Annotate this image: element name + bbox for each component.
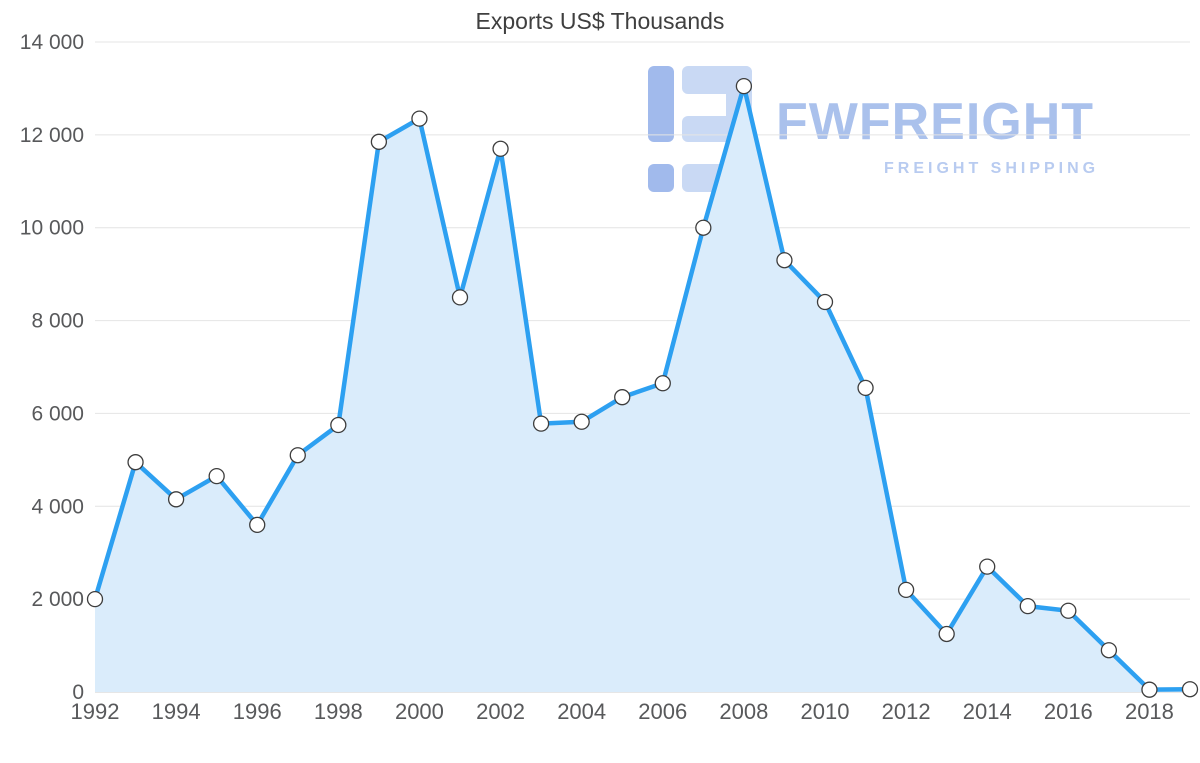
y-tick-label: 6 000	[31, 402, 84, 425]
data-point-marker	[411, 110, 428, 127]
data-point-marker	[492, 140, 509, 157]
x-tick-label: 2018	[1125, 699, 1174, 724]
data-point-marker	[573, 413, 590, 430]
x-tick-label: 2010	[801, 699, 850, 724]
watermark: FWFREIGHT FREIGHT SHIPPING	[648, 66, 1099, 196]
x-tick-label: 2002	[476, 699, 525, 724]
data-point-marker	[1181, 681, 1199, 698]
data-point-marker	[1019, 597, 1036, 615]
x-tick-label: 2004	[557, 699, 606, 724]
x-tick-label: 2008	[719, 699, 768, 724]
data-point-marker	[289, 447, 306, 464]
data-point-marker	[86, 590, 104, 608]
y-tick-label: 14 000	[20, 31, 84, 54]
data-point-marker	[897, 581, 915, 599]
watermark-brand-text: FWFREIGHT	[776, 93, 1095, 151]
data-point-marker	[614, 389, 631, 406]
data-point-marker	[735, 77, 753, 95]
data-point-marker	[816, 293, 834, 311]
series-line	[92, 83, 1193, 692]
y-tick-label: 12 000	[20, 124, 84, 147]
data-point-marker	[654, 375, 671, 392]
data-point-marker	[857, 379, 874, 397]
x-tick-label: 1996	[233, 699, 282, 724]
data-point-marker	[249, 516, 266, 534]
x-tick-label: 2006	[638, 699, 687, 724]
series-area	[95, 86, 1190, 693]
y-tick-label: 4 000	[31, 495, 84, 518]
data-point-marker	[370, 133, 388, 150]
data-point-marker	[776, 252, 793, 269]
data-point-marker	[1060, 602, 1077, 619]
watermark-tagline-text: FREIGHT SHIPPING	[884, 160, 1100, 177]
data-point-marker	[695, 219, 712, 236]
data-point-marker	[127, 454, 144, 471]
x-tick-label: 1998	[314, 699, 363, 724]
x-tick-label: 2014	[963, 699, 1012, 724]
x-tick-label: 2000	[395, 699, 444, 724]
data-point-marker	[532, 415, 550, 432]
y-tick-label: 10 000	[20, 217, 84, 240]
data-point-marker	[167, 491, 185, 508]
data-point-marker	[1141, 681, 1158, 698]
data-point-marker	[208, 467, 225, 485]
data-point-marker	[1100, 642, 1118, 659]
x-tick-label: 2016	[1044, 699, 1093, 724]
x-tick-label: 1992	[71, 699, 120, 724]
watermark-text: FWFREIGHT FREIGHT SHIPPING	[776, 66, 1099, 178]
data-point-marker	[451, 289, 469, 306]
x-tick-label: 2012	[882, 699, 931, 724]
y-tick-label: 8 000	[31, 310, 84, 333]
data-point-marker	[330, 416, 347, 434]
x-tick-label: 1994	[152, 699, 201, 724]
data-point-marker	[938, 625, 955, 643]
y-tick-label: 0	[72, 681, 84, 704]
data-point-marker	[979, 558, 996, 575]
y-tick-label: 2 000	[31, 588, 84, 611]
